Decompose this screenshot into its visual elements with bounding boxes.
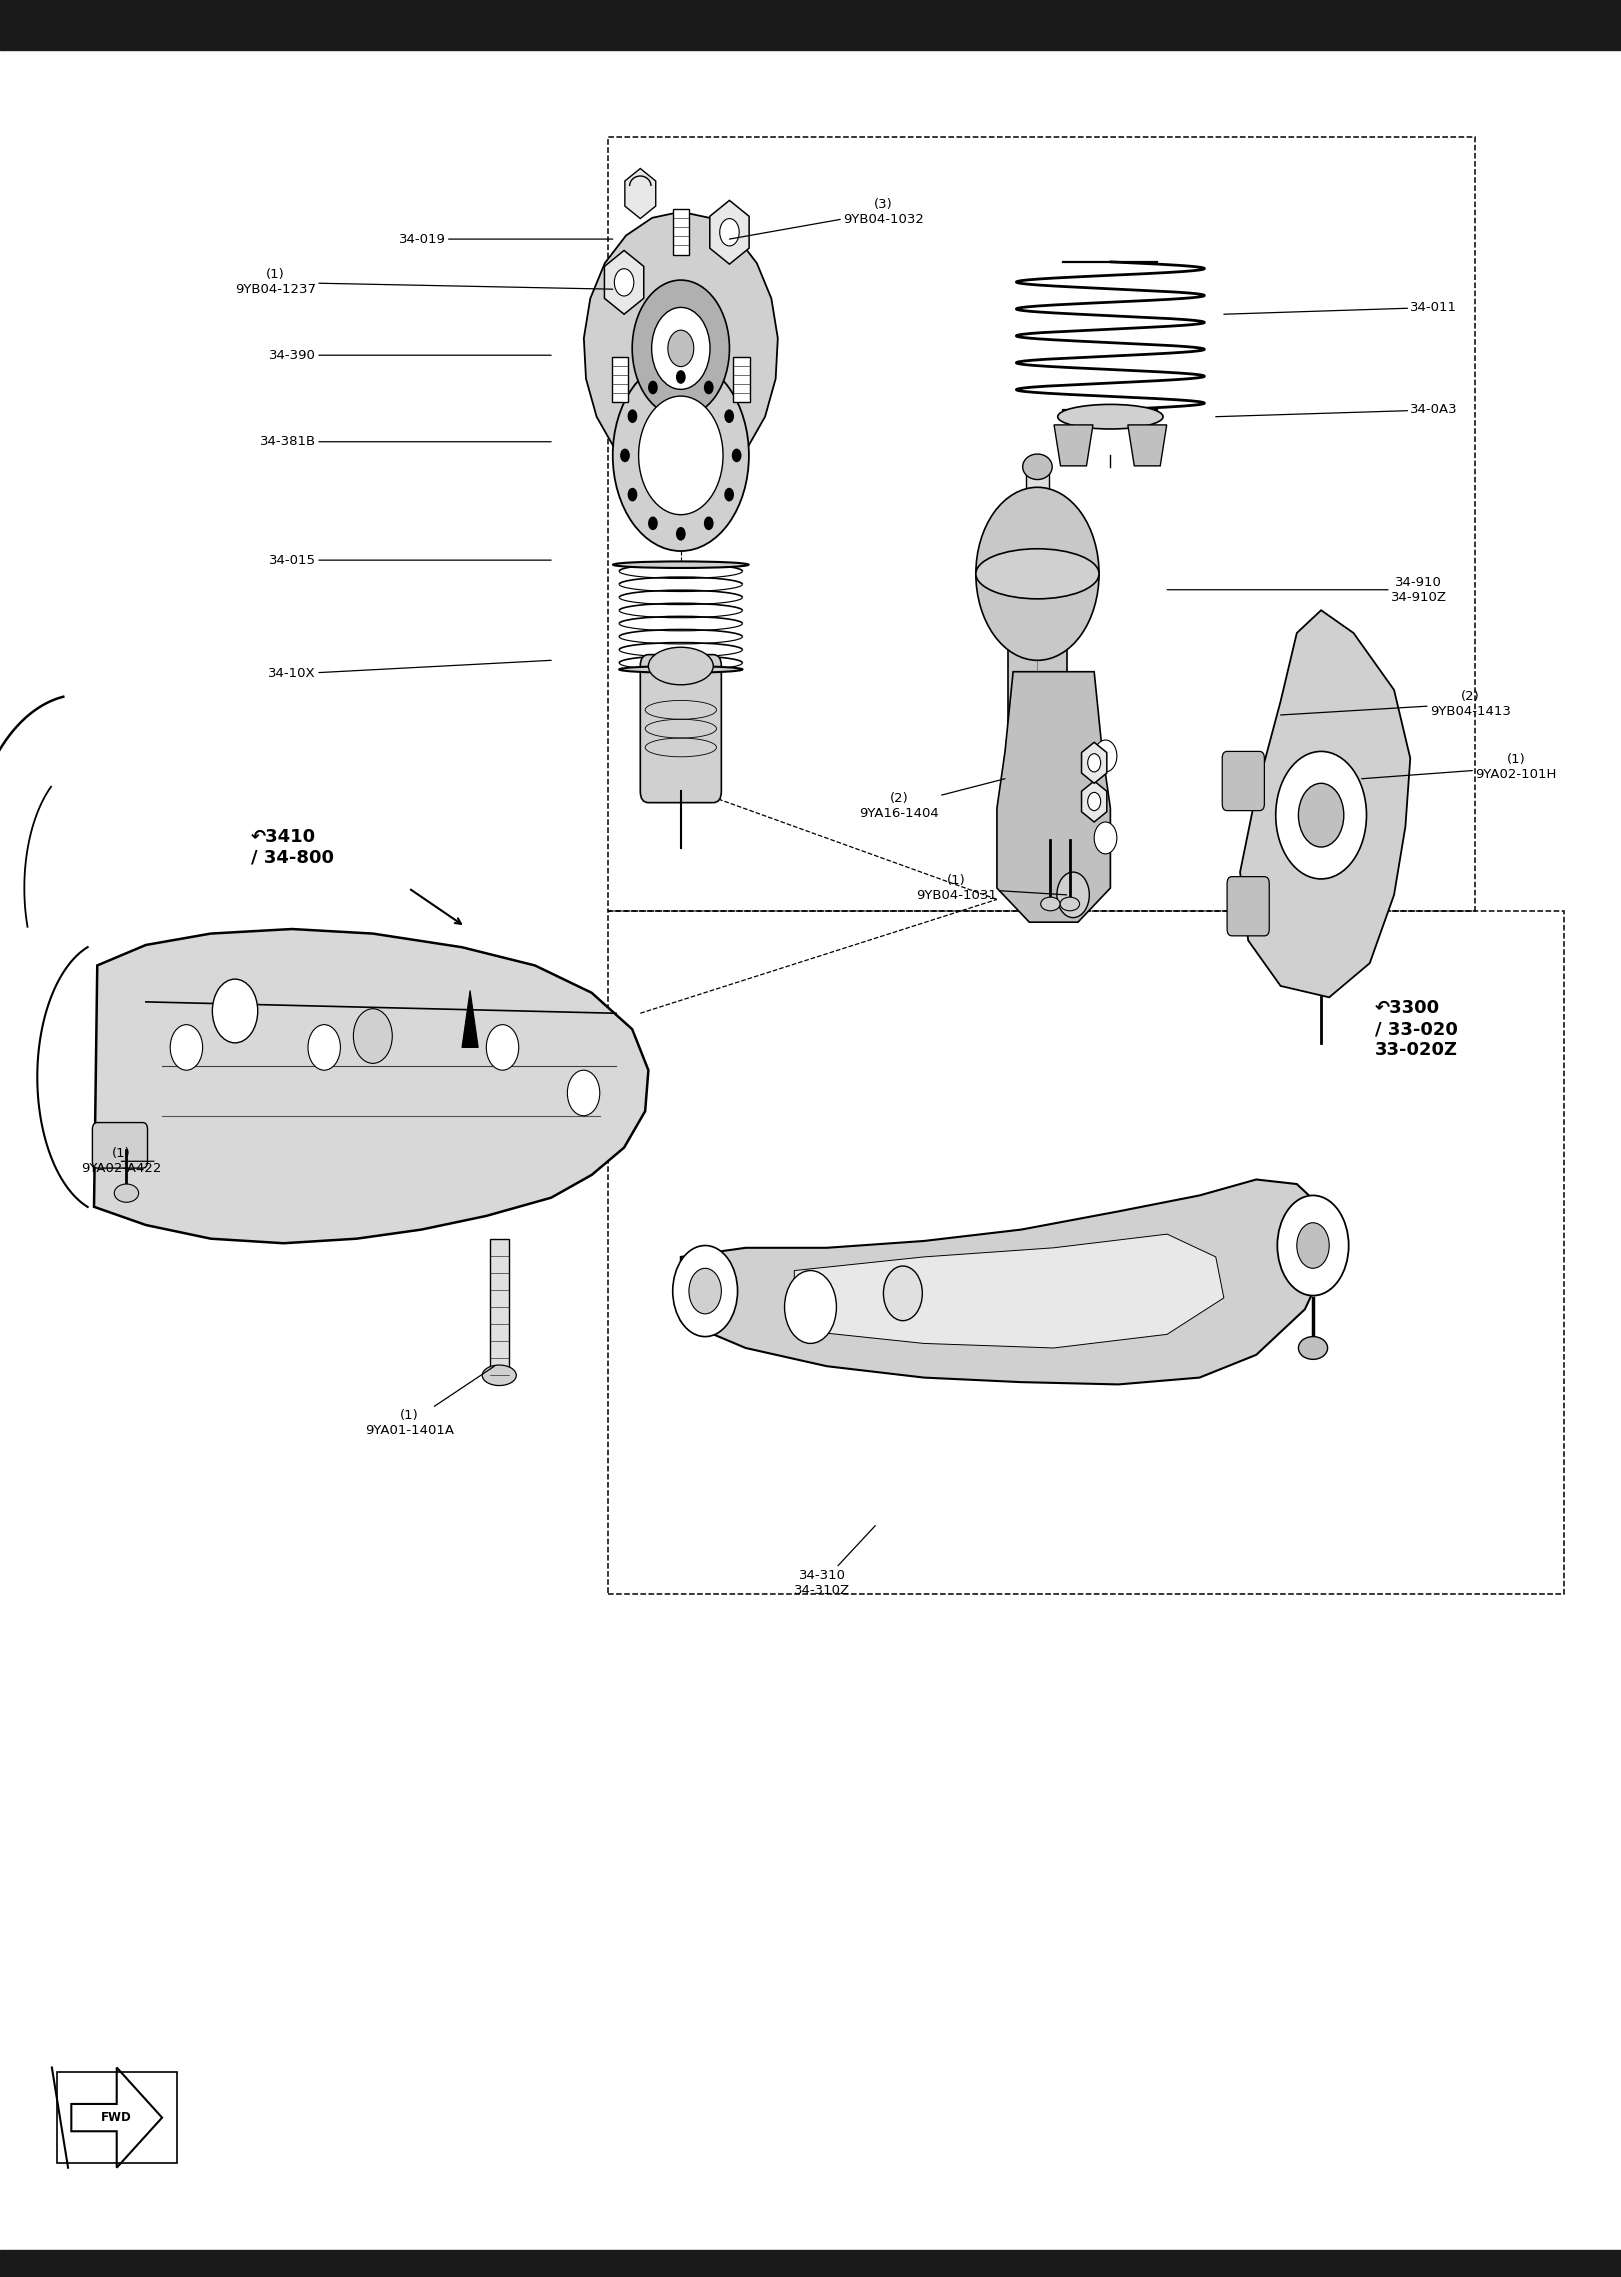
Circle shape xyxy=(1057,872,1089,918)
Text: (1)
9YA02-A422: (1) 9YA02-A422 xyxy=(81,1148,162,1175)
Circle shape xyxy=(170,1025,203,1070)
Text: (2)
9YA16-1404: (2) 9YA16-1404 xyxy=(859,779,1005,820)
FancyBboxPatch shape xyxy=(1222,751,1264,811)
Circle shape xyxy=(976,487,1099,660)
Bar xyxy=(0,2250,1621,2277)
Text: 34-310
34-310Z: 34-310 34-310Z xyxy=(794,1526,875,1596)
Circle shape xyxy=(627,410,637,424)
Circle shape xyxy=(704,517,713,531)
Text: (1)
9YB04-1237: (1) 9YB04-1237 xyxy=(235,269,613,296)
Polygon shape xyxy=(94,929,648,1243)
Text: 34-0A3: 34-0A3 xyxy=(1216,403,1457,417)
Circle shape xyxy=(308,1025,340,1070)
Circle shape xyxy=(689,1268,721,1314)
Circle shape xyxy=(621,449,631,462)
Polygon shape xyxy=(1054,426,1093,467)
Bar xyxy=(1026,467,1049,610)
Circle shape xyxy=(1298,783,1344,847)
Circle shape xyxy=(720,219,739,246)
Circle shape xyxy=(613,360,749,551)
Text: (1)
9YA02-101H: (1) 9YA02-101H xyxy=(1362,754,1556,781)
Ellipse shape xyxy=(619,667,742,672)
Text: 34-910
34-910Z: 34-910 34-910Z xyxy=(1167,576,1448,603)
Polygon shape xyxy=(794,1234,1224,1348)
Circle shape xyxy=(1276,751,1367,879)
Circle shape xyxy=(676,526,686,540)
Circle shape xyxy=(639,396,723,515)
Ellipse shape xyxy=(1060,897,1080,911)
FancyBboxPatch shape xyxy=(640,653,721,802)
Circle shape xyxy=(648,380,658,394)
Polygon shape xyxy=(1081,742,1107,783)
Ellipse shape xyxy=(1041,897,1060,911)
FancyBboxPatch shape xyxy=(1227,877,1269,936)
Text: (1)
9YB04-1031: (1) 9YB04-1031 xyxy=(916,874,1067,902)
Circle shape xyxy=(704,380,713,394)
Polygon shape xyxy=(1128,426,1167,467)
Polygon shape xyxy=(681,1179,1329,1384)
Circle shape xyxy=(883,1266,922,1321)
Circle shape xyxy=(1297,1223,1329,1268)
Ellipse shape xyxy=(648,647,713,685)
Circle shape xyxy=(668,330,694,367)
Polygon shape xyxy=(1240,610,1410,997)
Polygon shape xyxy=(624,168,657,219)
FancyBboxPatch shape xyxy=(92,1123,148,1168)
Circle shape xyxy=(731,449,741,462)
Text: 34-10X: 34-10X xyxy=(269,660,551,681)
Bar xyxy=(733,357,749,403)
Circle shape xyxy=(725,487,734,501)
Circle shape xyxy=(353,1009,392,1063)
Text: 34-011: 34-011 xyxy=(1224,301,1457,314)
Text: 34-019: 34-019 xyxy=(399,232,613,246)
Circle shape xyxy=(676,371,686,385)
Ellipse shape xyxy=(1057,405,1164,428)
Circle shape xyxy=(486,1025,519,1070)
Ellipse shape xyxy=(1298,1337,1328,1359)
Polygon shape xyxy=(997,672,1110,922)
Circle shape xyxy=(1088,792,1101,811)
Circle shape xyxy=(1094,740,1117,772)
Ellipse shape xyxy=(1023,453,1052,480)
Ellipse shape xyxy=(483,1364,515,1384)
Text: (1)
9YA01-1401A: (1) 9YA01-1401A xyxy=(365,1366,494,1437)
Circle shape xyxy=(567,1070,600,1116)
Circle shape xyxy=(785,1271,836,1343)
Circle shape xyxy=(673,1246,738,1337)
Polygon shape xyxy=(1081,781,1107,822)
Polygon shape xyxy=(462,990,478,1047)
Text: (3)
9YB04-1032: (3) 9YB04-1032 xyxy=(729,198,924,239)
Circle shape xyxy=(614,269,634,296)
Bar xyxy=(608,911,1564,1594)
Circle shape xyxy=(212,979,258,1043)
Text: 34-390: 34-390 xyxy=(269,348,551,362)
Bar xyxy=(673,209,689,255)
Text: 34-015: 34-015 xyxy=(269,553,551,567)
Text: ↶3300
/ 33-020
33-020Z: ↶3300 / 33-020 33-020Z xyxy=(1375,1000,1457,1059)
Ellipse shape xyxy=(613,562,749,567)
Text: FWD: FWD xyxy=(102,2111,131,2124)
Circle shape xyxy=(1094,822,1117,854)
Polygon shape xyxy=(710,200,749,264)
Text: 34-381B: 34-381B xyxy=(259,435,551,449)
Ellipse shape xyxy=(976,549,1099,599)
Text: ↶3410
/ 34-800: ↶3410 / 34-800 xyxy=(251,827,334,868)
Bar xyxy=(1008,610,1067,842)
Text: (2)
9YB04-1413: (2) 9YB04-1413 xyxy=(1281,690,1511,717)
Bar xyxy=(613,357,629,403)
Bar xyxy=(0,0,1621,50)
Circle shape xyxy=(725,410,734,424)
Circle shape xyxy=(1277,1195,1349,1296)
Polygon shape xyxy=(605,250,644,314)
Bar xyxy=(490,1239,509,1375)
Ellipse shape xyxy=(113,1184,139,1202)
Polygon shape xyxy=(584,212,778,483)
Circle shape xyxy=(1088,754,1101,772)
Bar xyxy=(608,137,1475,911)
Circle shape xyxy=(627,487,637,501)
Circle shape xyxy=(648,517,658,531)
Circle shape xyxy=(652,307,710,389)
Circle shape xyxy=(632,280,729,417)
